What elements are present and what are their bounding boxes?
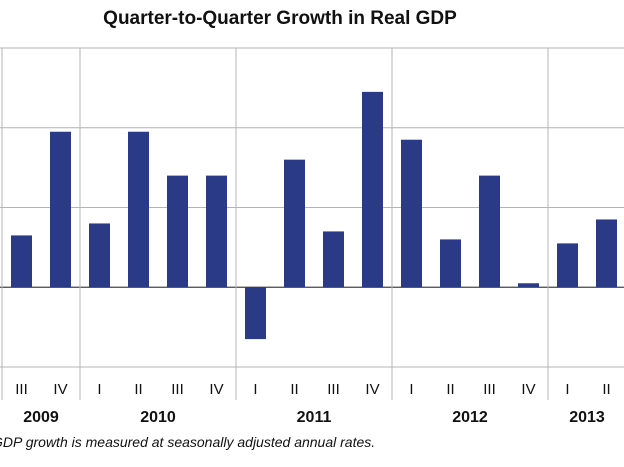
quarter-label: II <box>290 381 298 398</box>
bar-16 <box>596 219 617 288</box>
quarter-label: III <box>171 381 184 398</box>
quarter-label: I <box>409 381 413 398</box>
bar-7 <box>245 287 266 340</box>
bar-6 <box>206 175 227 288</box>
year-label: 2012 <box>452 409 488 426</box>
bar-11 <box>401 139 422 288</box>
bars <box>11 91 617 340</box>
chart-title: Quarter-to-Quarter Growth in Real GDP <box>103 8 457 29</box>
bar-4 <box>128 131 149 288</box>
quarter-label: II <box>446 381 454 398</box>
year-label: 2011 <box>297 409 332 426</box>
bar-15 <box>557 243 578 288</box>
bar-8 <box>284 159 305 288</box>
bar-2 <box>50 131 71 288</box>
bar-3 <box>89 223 110 288</box>
quarter-label: IV <box>53 381 67 398</box>
quarter-label: I <box>565 381 569 398</box>
gridlines <box>0 47 624 368</box>
bar-14 <box>518 283 539 288</box>
bar-1 <box>11 235 32 288</box>
year-label: 2010 <box>140 409 176 426</box>
quarter-label: IV <box>209 381 223 398</box>
quarter-label: I <box>253 381 257 398</box>
footnote: GDP growth is measured at seasonally adj… <box>0 434 376 450</box>
quarter-label: III <box>15 381 28 398</box>
bar-5 <box>167 175 188 288</box>
year-separators <box>1 48 549 400</box>
bar-12 <box>440 239 461 288</box>
quarter-label: I <box>97 381 101 398</box>
quarter-label: III <box>327 381 340 398</box>
bar-9 <box>323 231 344 288</box>
year-label: 2013 <box>569 409 605 426</box>
quarter-label: II <box>602 381 610 398</box>
quarter-label: III <box>483 381 496 398</box>
year-label: 2009 <box>23 409 59 426</box>
quarter-label: IV <box>521 381 535 398</box>
quarter-label: IV <box>365 381 379 398</box>
bar-13 <box>479 175 500 288</box>
quarter-labels: III IV I II III IV I II III IV I II III IV I II <box>15 381 610 398</box>
bar-10 <box>362 91 383 288</box>
year-labels: 2009 2010 2011 2012 2013 <box>23 409 605 426</box>
quarter-label: II <box>134 381 142 398</box>
